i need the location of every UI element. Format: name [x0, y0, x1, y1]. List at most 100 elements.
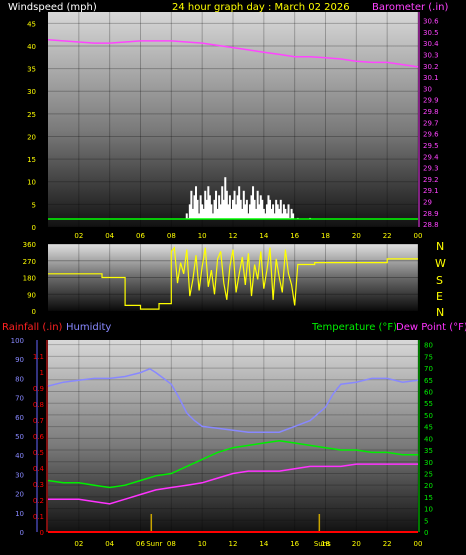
- windspeed-tick: 35: [27, 66, 36, 74]
- temperature-tick: 55: [424, 400, 433, 408]
- sun-marker-label: Sunr: [146, 540, 162, 548]
- barometer-tick: 29.4: [423, 153, 439, 161]
- barometer-tick: 29.7: [423, 119, 439, 127]
- temperature-tick: 35: [424, 447, 433, 455]
- wind-bar: [250, 195, 253, 219]
- wind-bar: [208, 195, 211, 219]
- temperature-tick-labels: 0 5 10 15 20 25 30 35 40 45 50 55 60 65 70 75 80: [424, 342, 433, 537]
- time-tick-bottom: 20: [352, 540, 361, 548]
- wind-bar: [215, 190, 218, 219]
- barometer-line: [47, 38, 419, 68]
- wind-bar: [259, 195, 262, 219]
- wind-bar: [239, 199, 242, 219]
- windspeed-tick: 45: [27, 20, 36, 28]
- compass-label-n-top: N: [436, 240, 444, 253]
- windspeed-tick: 20: [27, 133, 36, 141]
- temperature-tick: 65: [424, 377, 433, 385]
- wind-bar: [225, 190, 228, 219]
- temperature-tick: 10: [424, 506, 433, 514]
- wind-bar: [218, 195, 221, 219]
- temp-hum-series: [47, 367, 419, 533]
- barometer-tick: 30.3: [423, 51, 439, 59]
- wind-bar: [195, 186, 197, 219]
- temperature-tick: 80: [424, 342, 433, 350]
- barometer-tick: 29.2: [423, 176, 439, 184]
- barometer-tick: 30.4: [423, 40, 439, 48]
- barometer-tick: 30: [423, 85, 432, 93]
- wind-bar: [198, 213, 201, 219]
- humidity-tick: 50: [15, 433, 24, 441]
- time-tick-bottom: 06: [136, 540, 145, 548]
- wind-bar: [224, 177, 227, 219]
- humidity-tick: 80: [15, 375, 24, 383]
- wind-bar: [282, 204, 285, 219]
- humidity-tick: 60: [15, 414, 24, 422]
- direction-tick: 90: [27, 291, 36, 299]
- wind-bar: [232, 199, 234, 219]
- wind-bar: [278, 208, 281, 219]
- windspeed-tick: 0: [32, 224, 36, 232]
- wind-bar: [253, 199, 256, 219]
- wind-bar: [245, 199, 248, 219]
- wind-bar: [205, 199, 208, 219]
- windspeed-tick: 10: [27, 179, 36, 187]
- wind-bar: [252, 186, 255, 219]
- windspeed-tick-labels: 0 5 10 15 20 25 30 35 40 45: [27, 20, 36, 232]
- barometer-tick: 30.2: [423, 63, 439, 71]
- windspeed-tick: 40: [27, 43, 36, 51]
- chart-title: 24 hour graph day : March 02 2026: [172, 2, 350, 13]
- temperature-tick: 5: [424, 517, 428, 525]
- windspeed-bars: [185, 177, 312, 219]
- humidity-tick: 0: [20, 529, 24, 537]
- temperature-line: [47, 439, 418, 489]
- wind-bar: [265, 204, 268, 219]
- wind-bar: [244, 204, 247, 219]
- time-tick-top: 16: [290, 232, 299, 240]
- time-tick-labels-top: 02 04 06 08 10 12 14 16 18 20 22 00: [74, 232, 422, 240]
- compass-label-e: E: [436, 290, 443, 303]
- rainfall-tick: 0.5: [33, 449, 44, 457]
- barometer-tick: 29.8: [423, 108, 439, 116]
- temperature-tick: 0: [424, 529, 428, 537]
- wind-bar: [256, 190, 259, 219]
- wind-bar: [262, 208, 265, 219]
- time-tick-top: 18: [321, 232, 330, 240]
- rainfall-tick: 0.6: [33, 433, 45, 441]
- barometer-tick: 28.9: [423, 210, 439, 218]
- direction-tick: 270: [23, 258, 36, 266]
- wind-bar: [219, 204, 222, 219]
- time-tick-top: 06: [136, 232, 145, 240]
- wind-bar: [284, 208, 287, 219]
- temperature-tick: 45: [424, 424, 433, 432]
- wind-bar: [247, 213, 250, 219]
- temperature-axis-title: Temperature (°F): [311, 322, 397, 333]
- wind-bar: [261, 199, 264, 219]
- compass-label-n-bottom: N: [436, 306, 444, 319]
- wind-bar: [211, 213, 214, 219]
- direction-tick: 180: [23, 275, 36, 283]
- wind-bar: [204, 190, 207, 219]
- humidity-line: [47, 367, 419, 433]
- barometer-tick: 29.9: [423, 97, 439, 105]
- barometer-tick-labels: 28.8 28.9 29 29.1 29.2 29.3 29.4 29.5 29.6 29.7 29…: [423, 17, 439, 229]
- humidity-tick-labels: 0 10 20 30 40 50 60 70 80 90 100: [11, 337, 24, 537]
- wind-bar: [285, 213, 288, 219]
- humidity-tick: 100: [11, 337, 24, 345]
- windspeed-axis-title: Windspeed (mph): [8, 2, 97, 13]
- wind-bar: [221, 186, 224, 219]
- time-tick-top: 02: [74, 232, 83, 240]
- time-tick-labels-bottom: 02 04 06 08 10 12 14 16 18 20 22 00: [74, 540, 422, 548]
- time-tick-bottom: 08: [167, 540, 176, 548]
- rainfall-tick: 1: [40, 369, 44, 377]
- time-tick-bottom: 10: [198, 540, 207, 548]
- wind-bar: [264, 213, 267, 219]
- direction-tick: 0: [32, 308, 36, 316]
- time-tick-bottom: 00: [414, 540, 423, 548]
- wind-bar: [188, 204, 191, 219]
- time-tick-bottom: 18: [321, 540, 330, 548]
- windspeed-tick: 30: [27, 88, 36, 96]
- wind-bar: [196, 199, 199, 219]
- wind-bar: [213, 199, 216, 219]
- windspeed-tick: 5: [32, 201, 36, 209]
- wind-bar: [292, 213, 295, 219]
